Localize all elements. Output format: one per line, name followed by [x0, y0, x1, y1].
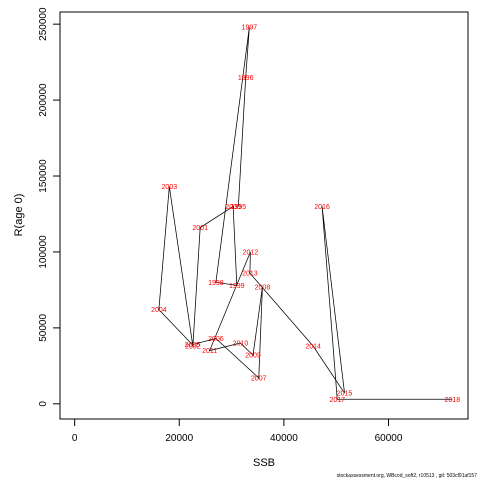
y-tick-label: 200000 — [38, 83, 49, 117]
y-tick-label: 0 — [38, 401, 49, 407]
y-tick-label: 150000 — [38, 159, 49, 193]
y-tick-label: 100000 — [38, 235, 49, 269]
point-label-2009: 2009 — [245, 353, 261, 360]
series-line — [158, 27, 453, 400]
point-label-2008: 2008 — [255, 284, 271, 291]
point-label-2011: 2011 — [202, 348, 217, 355]
x-tick-label: 40000 — [270, 433, 298, 444]
x-axis-title: SSB — [253, 457, 275, 469]
point-label-2017: 2017 — [329, 397, 345, 404]
point-label-2013: 2013 — [242, 271, 258, 278]
point-label-2000: 2000 — [225, 204, 241, 211]
point-label-2004: 2004 — [151, 307, 167, 314]
point-label-1995: 1995 — [231, 204, 247, 211]
plot-frame — [59, 11, 469, 420]
point-label-1996: 1996 — [238, 75, 254, 82]
point-label-1999: 1999 — [229, 283, 245, 290]
point-label-2002: 2002 — [185, 344, 201, 351]
y-axis: 0 50000 100000 150000 200000 250000 — [38, 7, 60, 407]
footnote: stockassessment.org, WBcod_soft2, r10513… — [336, 473, 477, 479]
point-label-2007: 2007 — [251, 375, 267, 382]
x-tick-label: 0 — [72, 433, 78, 444]
point-label-1997: 1997 — [242, 25, 258, 32]
point-label-2001: 2001 — [192, 225, 208, 232]
point-label-2005: 2005 — [185, 342, 201, 349]
point-label-1998: 1998 — [208, 280, 224, 287]
x-tick-label: 60000 — [375, 433, 403, 444]
point-label-2016: 2016 — [314, 204, 330, 211]
point-label-2010: 2010 — [233, 341, 249, 348]
point-label-2014: 2014 — [305, 344, 321, 351]
point-labels: 1995 1996 1997 1998 1999 2000 2001 2002 2003 2004… — [151, 25, 460, 404]
y-tick-label: 50000 — [38, 314, 49, 342]
point-label-2006: 2006 — [208, 336, 224, 343]
point-label-2003: 2003 — [162, 184, 178, 191]
x-axis: 0 20000 40000 60000 — [72, 419, 403, 444]
point-label-2015: 2015 — [337, 391, 353, 398]
point-label-2018: 2018 — [445, 397, 461, 404]
y-axis-title: R(age 0) — [13, 194, 25, 237]
x-tick-label: 20000 — [165, 433, 193, 444]
y-tick-label: 250000 — [38, 7, 49, 41]
point-label-2012: 2012 — [243, 249, 259, 256]
